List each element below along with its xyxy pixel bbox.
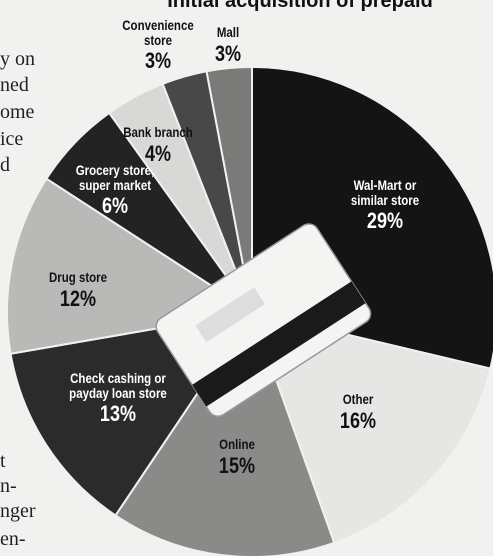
- category-label: Grocery store, super market: [75, 161, 155, 193]
- slice: [114, 309, 336, 556]
- value-label: 6%: [101, 193, 129, 219]
- card-stripe: [192, 281, 366, 407]
- value-label: 16%: [339, 407, 377, 433]
- card-hologram: [195, 287, 265, 343]
- value-label: 4%: [144, 140, 172, 166]
- value-label: 3%: [144, 48, 172, 74]
- value-label: 29%: [366, 208, 404, 234]
- article-fragment: ned: [0, 74, 29, 96]
- slice-label: Mall 3%: [187, 25, 269, 65]
- category-label: Drug store: [48, 269, 108, 286]
- card-body: [155, 223, 372, 417]
- value-label: 13%: [99, 401, 137, 427]
- article-fragment: ice: [0, 128, 24, 150]
- article-fragment: en-: [0, 528, 26, 550]
- value-label: 12%: [59, 285, 97, 311]
- article-fragment: d: [0, 154, 10, 176]
- slice: [250, 310, 492, 545]
- slice-label: Wal-Mart or similar store 29%: [344, 176, 426, 234]
- category-label: Convenience store: [122, 16, 194, 48]
- category-label: Wal-Mart or similar store: [350, 176, 420, 208]
- slice-label: Drug store 12%: [37, 270, 119, 310]
- slice: [205, 65, 253, 313]
- category-label: Other: [342, 391, 374, 408]
- article-fragment: ome: [0, 101, 35, 123]
- value-label: 3%: [214, 40, 242, 66]
- category-label: Check cashing or payday loan store: [69, 369, 167, 401]
- slice-label: Grocery store, super market 6%: [74, 161, 156, 219]
- article-fragment: nger: [0, 500, 36, 522]
- credit-card: [155, 223, 372, 417]
- slice-label: Bank branch 4%: [117, 125, 199, 165]
- article-fragment: y on: [0, 48, 35, 70]
- category-label: Bank branch: [123, 124, 193, 141]
- chart-title: Initial acquisition of prepaid: [167, 0, 433, 12]
- category-label: Mall: [216, 24, 240, 41]
- slice-label: Other 16%: [317, 392, 399, 432]
- category-label: Online: [219, 436, 255, 453]
- article-fragment: t: [0, 450, 6, 472]
- value-label: 15%: [218, 452, 256, 478]
- slice-label: Online 15%: [196, 437, 278, 477]
- slice-label: Check cashing or payday loan store 13%: [57, 369, 180, 427]
- article-fragment: n-: [0, 475, 17, 497]
- slice-label: Convenience store 3%: [117, 16, 199, 74]
